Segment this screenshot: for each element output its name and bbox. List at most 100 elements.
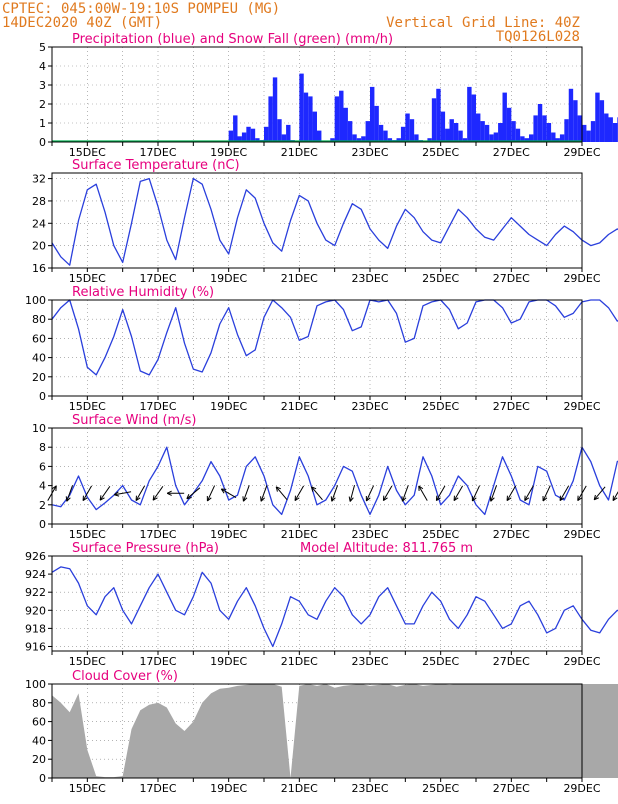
panel-title: Precipitation (blue) and Snow Fall (gree… [72, 32, 393, 47]
wind-arrow-shaft [331, 485, 339, 502]
y-tick-label: 0 [39, 518, 46, 531]
precip-bar [529, 134, 534, 142]
y-tick-label: 40 [32, 352, 46, 365]
wind-arrow [220, 488, 237, 498]
precip-bar [374, 105, 379, 142]
wind-arrow-shaft [524, 485, 534, 501]
x-tick-label: 29DEC [563, 782, 600, 795]
x-tick-label: 29DEC [563, 272, 600, 285]
precip-bar [515, 128, 521, 142]
y-tick-label: 0 [39, 772, 46, 785]
x-tick-label: 27DEC [493, 528, 530, 541]
x-tick-label: 21DEC [281, 272, 318, 285]
precip-bar [405, 113, 410, 142]
x-tick-label: 21DEC [281, 400, 318, 413]
precip-bar [502, 92, 507, 142]
x-tick-label: 27DEC [493, 146, 530, 159]
wind-arrow [186, 487, 201, 500]
x-tick-label: 25DEC [422, 272, 459, 285]
wind-arrow-head [242, 496, 248, 502]
y-tick-label: 0 [39, 136, 46, 149]
y-tick-label: 916 [25, 640, 46, 653]
wind-arrow-shaft [593, 486, 606, 501]
wind-arrow-shaft [114, 491, 132, 496]
pressure-line [51, 566, 618, 648]
precip-bar [312, 111, 317, 142]
panel-cloud: 0 20 40 60 80 100 15DEC 17DEC 19DEC 21DEC 23DEC 25D… [25, 669, 618, 795]
precip-bar [237, 136, 242, 142]
precip-bar [551, 132, 556, 142]
wind-arrow-head [489, 496, 495, 502]
y-tick-label: 3 [39, 79, 46, 92]
x-tick-label: 21DEC [281, 782, 318, 795]
precip-bar [493, 132, 499, 142]
y-tick-label: 4 [39, 480, 46, 493]
wind-arrow-shaft [206, 485, 216, 502]
precip-bar [233, 115, 238, 142]
wind-arrow [260, 485, 268, 502]
precip-bar [264, 126, 269, 142]
header: CPTEC: 045:00W-19:10S POMPEU (MG) 14DEC2… [2, 1, 580, 45]
precip-bar [299, 73, 304, 142]
x-tick-label: 15DEC [69, 146, 106, 159]
precip-bar [361, 136, 366, 142]
precip-bar [255, 138, 260, 142]
x-tick-label: 19DEC [210, 655, 247, 668]
wind-arrow-head [82, 495, 88, 502]
panel-rh: 0 20 40 60 80 100 15DEC 17DEC 19DEC 21DEC 23DEC 25D… [25, 285, 618, 413]
precip-bar [427, 138, 432, 142]
y-tick-label: 20 [32, 753, 46, 766]
y-tick-label: 32 [32, 173, 46, 186]
wind-arrow [489, 485, 498, 502]
precip-bar [573, 100, 578, 142]
x-tick-label: 29DEC [563, 528, 600, 541]
precip-bar [489, 134, 494, 142]
wind-arrow-shaft [99, 486, 111, 501]
precip-bar [317, 130, 322, 142]
panel-frame [51, 46, 583, 143]
y-tick-label: 16 [32, 262, 46, 275]
x-tick-label: 19DEC [210, 400, 247, 413]
x-tick-label: 19DEC [210, 272, 247, 285]
wind-arrow-shaft [311, 486, 323, 501]
panel-frame [51, 172, 583, 269]
wind-arrow-shaft [401, 485, 409, 502]
precip-bar [396, 138, 401, 142]
panel-pressure: 916 918 920 922 924 926 15DEC 17DEC 19DEC 21DEC 23… [25, 541, 618, 668]
wind-arrow-head [418, 485, 424, 491]
precip-bar [506, 107, 512, 142]
y-tick-label: 926 [25, 550, 46, 563]
x-tick-label: 23DEC [351, 146, 388, 159]
wind-arrow-head [401, 496, 407, 502]
panel-title: Surface Pressure (hPa) [72, 541, 219, 556]
precip-bar [449, 119, 454, 142]
wind-arrow [524, 485, 534, 502]
y-tick-label: 40 [32, 734, 46, 747]
y-tick-label: 922 [25, 586, 46, 599]
wind-arrow [506, 485, 517, 502]
x-tick-label: 23DEC [351, 655, 388, 668]
y-tick-label: 2 [39, 499, 46, 512]
x-tick-label: 17DEC [139, 146, 176, 159]
wind-arrow [593, 486, 606, 501]
temp-line [51, 177, 618, 266]
wind-arrow-head [348, 496, 354, 502]
wind-arrow [542, 485, 551, 502]
precip-bar [476, 113, 481, 142]
precip-bar [595, 92, 600, 142]
precip-bar [409, 119, 415, 142]
precip-bar [546, 123, 552, 142]
wind-arrow [453, 485, 464, 502]
precip-bar [586, 130, 591, 142]
wind-arrow [418, 485, 428, 501]
wind-arrow-head [435, 495, 441, 502]
x-tick-label: 29DEC [563, 655, 600, 668]
wind-arrow [559, 485, 570, 502]
precip-bar [498, 123, 503, 142]
precip-bar [555, 138, 560, 142]
wind-arrow [135, 485, 146, 502]
wind-arrow-head [275, 486, 281, 492]
wind-arrow-shaft [612, 491, 618, 501]
precip-bar [352, 134, 357, 142]
wind-arrow [152, 486, 164, 501]
